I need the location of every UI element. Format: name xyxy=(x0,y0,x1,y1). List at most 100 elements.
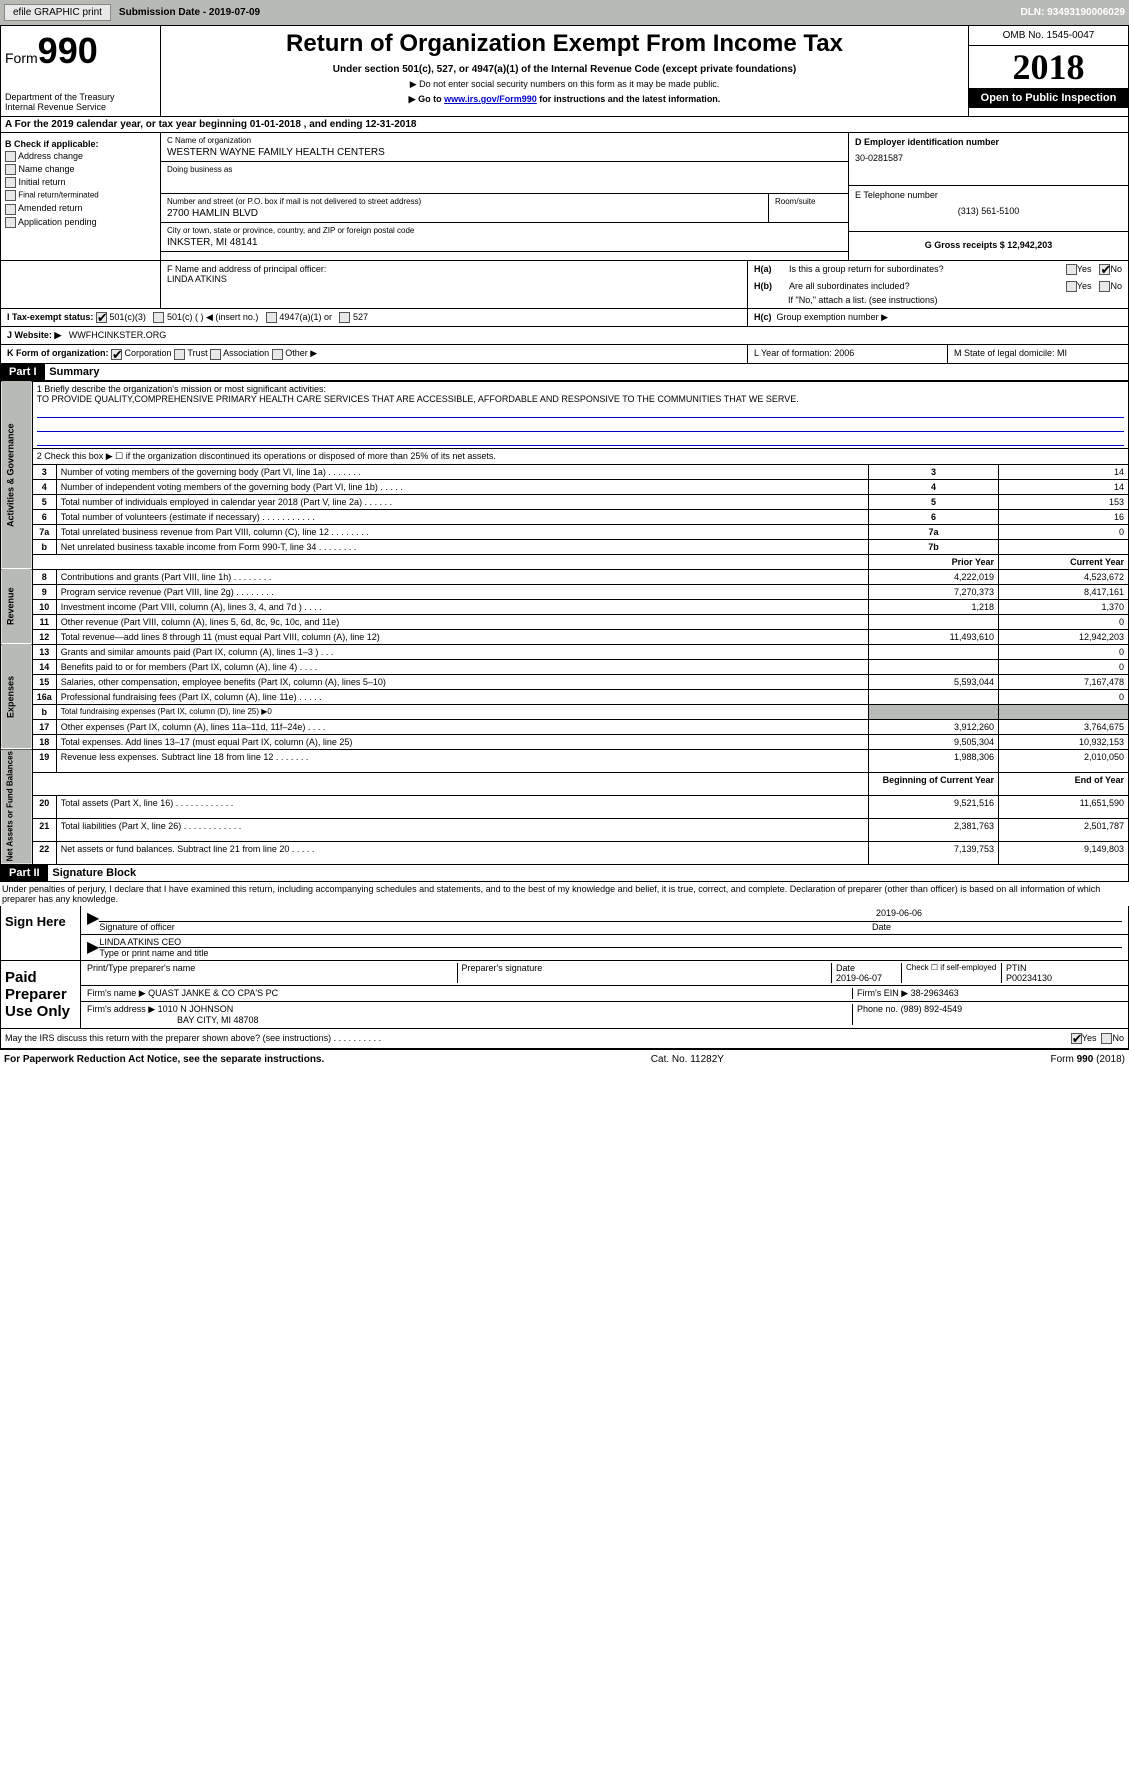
row3-t: Number of voting members of the governin… xyxy=(56,464,868,479)
r10-c: 1,370 xyxy=(999,599,1129,614)
e19-n: 19 xyxy=(32,749,56,772)
checkbox-ha-yes[interactable] xyxy=(1066,264,1077,275)
row7b-m: 7b xyxy=(869,539,999,554)
paid-preparer-label: Paid Preparer Use Only xyxy=(1,961,81,1028)
checkbox-amended[interactable] xyxy=(5,204,16,215)
r10-n: 10 xyxy=(32,599,56,614)
f-label: F Name and address of principal officer: xyxy=(167,264,741,274)
n20-n: 20 xyxy=(32,795,56,818)
m-state: M State of legal domicile: MI xyxy=(948,345,1128,362)
field-address: Number and street (or P.O. box if mail i… xyxy=(161,194,768,223)
c-value: WESTERN WAYNE FAMILY HEALTH CENTERS xyxy=(167,147,842,158)
prep-sig-label: Preparer's signature xyxy=(458,963,833,983)
checkbox-name[interactable] xyxy=(5,164,16,175)
part2-title: Signature Block xyxy=(50,865,138,881)
r12-t: Total revenue—add lines 8 through 11 (mu… xyxy=(56,629,868,644)
field-org-name: C Name of organization WESTERN WAYNE FAM… xyxy=(161,133,848,162)
line1-text: TO PROVIDE QUALITY,COMPREHENSIVE PRIMARY… xyxy=(37,394,1124,404)
row7b-t: Net unrelated business taxable income fr… xyxy=(56,539,868,554)
r8-t: Contributions and grants (Part VIII, lin… xyxy=(56,569,868,584)
checkbox-address[interactable] xyxy=(5,151,16,162)
check-final: Final return/terminated xyxy=(5,190,156,201)
checkbox-trust[interactable] xyxy=(174,349,185,360)
main-info-grid: B Check if applicable: Address change Na… xyxy=(0,133,1129,261)
check-self-employed: Check ☐ if self-employed xyxy=(902,963,1002,983)
row5-n: 5 xyxy=(32,494,56,509)
preparer-block: Paid Preparer Use Only Print/Type prepar… xyxy=(0,961,1129,1029)
checkbox-hb-no[interactable] xyxy=(1099,281,1110,292)
section-revenue: Revenue xyxy=(1,569,33,644)
checkbox-discuss-no[interactable] xyxy=(1101,1033,1112,1044)
checkbox-4947[interactable] xyxy=(266,312,277,323)
dln-label: DLN: 93493190006029 xyxy=(1020,7,1125,18)
e-value: (313) 561-5100 xyxy=(855,206,1122,216)
hb-label: H(b) xyxy=(754,281,789,292)
n20-t: Total assets (Part X, line 16) . . . . .… xyxy=(56,795,868,818)
e14-n: 14 xyxy=(32,659,56,674)
row7a-t: Total unrelated business revenue from Pa… xyxy=(56,524,868,539)
summary-table: Activities & Governance 1 Briefly descri… xyxy=(0,381,1129,865)
opt-527: 527 xyxy=(353,312,368,322)
row6-n: 6 xyxy=(32,509,56,524)
subtitle-1: Under section 501(c), 527, or 4947(a)(1)… xyxy=(165,64,964,75)
r11-n: 11 xyxy=(32,614,56,629)
row5-v: 153 xyxy=(999,494,1129,509)
form-header: Form990 Department of the Treasury Inter… xyxy=(0,25,1129,117)
j-label: J Website: ▶ xyxy=(7,330,61,340)
e13-t: Grants and similar amounts paid (Part IX… xyxy=(56,644,868,659)
e17-n: 17 xyxy=(32,719,56,734)
c-label: C Name of organization xyxy=(167,136,842,145)
checkbox-corp[interactable] xyxy=(111,349,122,360)
r8-p: 4,222,019 xyxy=(869,569,999,584)
h-b-row: H(b) Are all subordinates included? Yes … xyxy=(748,278,1128,295)
section-activities: Activities & Governance xyxy=(1,381,33,569)
r8-c: 4,523,672 xyxy=(999,569,1129,584)
form-990: 990 xyxy=(38,30,98,71)
checkbox-assoc[interactable] xyxy=(210,349,221,360)
hc-label: H(c) xyxy=(754,312,772,322)
arrow-icon-2: ▶ xyxy=(87,937,99,958)
row7a-v: 0 xyxy=(999,524,1129,539)
firm-addr1: 1010 N JOHNSON xyxy=(158,1004,234,1014)
e15-p: 5,593,044 xyxy=(869,674,999,689)
row4-n: 4 xyxy=(32,479,56,494)
line1-label: 1 Briefly describe the organization's mi… xyxy=(37,384,1124,394)
e18-n: 18 xyxy=(32,734,56,749)
f-value: LINDA ATKINS xyxy=(167,274,741,284)
ha-text: Is this a group return for subordinates? xyxy=(789,264,1066,275)
section-expenses: Expenses xyxy=(1,644,33,749)
checkbox-501c3[interactable] xyxy=(96,312,107,323)
r9-p: 7,270,373 xyxy=(869,584,999,599)
e18-t: Total expenses. Add lines 13–17 (must eq… xyxy=(56,734,868,749)
e15-t: Salaries, other compensation, employee b… xyxy=(56,674,868,689)
checkbox-ha-no[interactable] xyxy=(1099,264,1110,275)
discuss-row: May the IRS discuss this return with the… xyxy=(0,1029,1129,1049)
part2-label: Part II xyxy=(1,865,48,881)
ha-label: H(a) xyxy=(754,264,789,275)
e16a-n: 16a xyxy=(32,689,56,704)
checkbox-501c[interactable] xyxy=(153,312,164,323)
check-name: Name change xyxy=(5,164,156,175)
checkbox-527[interactable] xyxy=(339,312,350,323)
r11-t: Other revenue (Part VIII, column (A), li… xyxy=(56,614,868,629)
efile-button[interactable]: efile GRAPHIC print xyxy=(4,4,111,21)
checkbox-pending[interactable] xyxy=(5,217,16,228)
e17-p: 3,912,260 xyxy=(869,719,999,734)
n21-n: 21 xyxy=(32,818,56,841)
e13-p xyxy=(869,644,999,659)
line2: 2 Check this box ▶ ☐ if the organization… xyxy=(32,448,1128,464)
hb-note: If "No," attach a list. (see instruction… xyxy=(748,295,1128,308)
i-label: I Tax-exempt status: xyxy=(7,312,93,322)
irs-link[interactable]: www.irs.gov/Form990 xyxy=(444,94,537,104)
checkbox-hb-yes[interactable] xyxy=(1066,281,1077,292)
r8-n: 8 xyxy=(32,569,56,584)
checkbox-final[interactable] xyxy=(5,190,16,201)
col-end: End of Year xyxy=(999,772,1129,795)
checkbox-discuss-yes[interactable] xyxy=(1071,1033,1082,1044)
mission-line-1 xyxy=(37,404,1124,418)
row4-t: Number of independent voting members of … xyxy=(56,479,868,494)
omb-number: OMB No. 1545-0047 xyxy=(969,26,1128,46)
checkbox-initial[interactable] xyxy=(5,177,16,188)
checkbox-other[interactable] xyxy=(272,349,283,360)
check-address: Address change xyxy=(5,151,156,162)
